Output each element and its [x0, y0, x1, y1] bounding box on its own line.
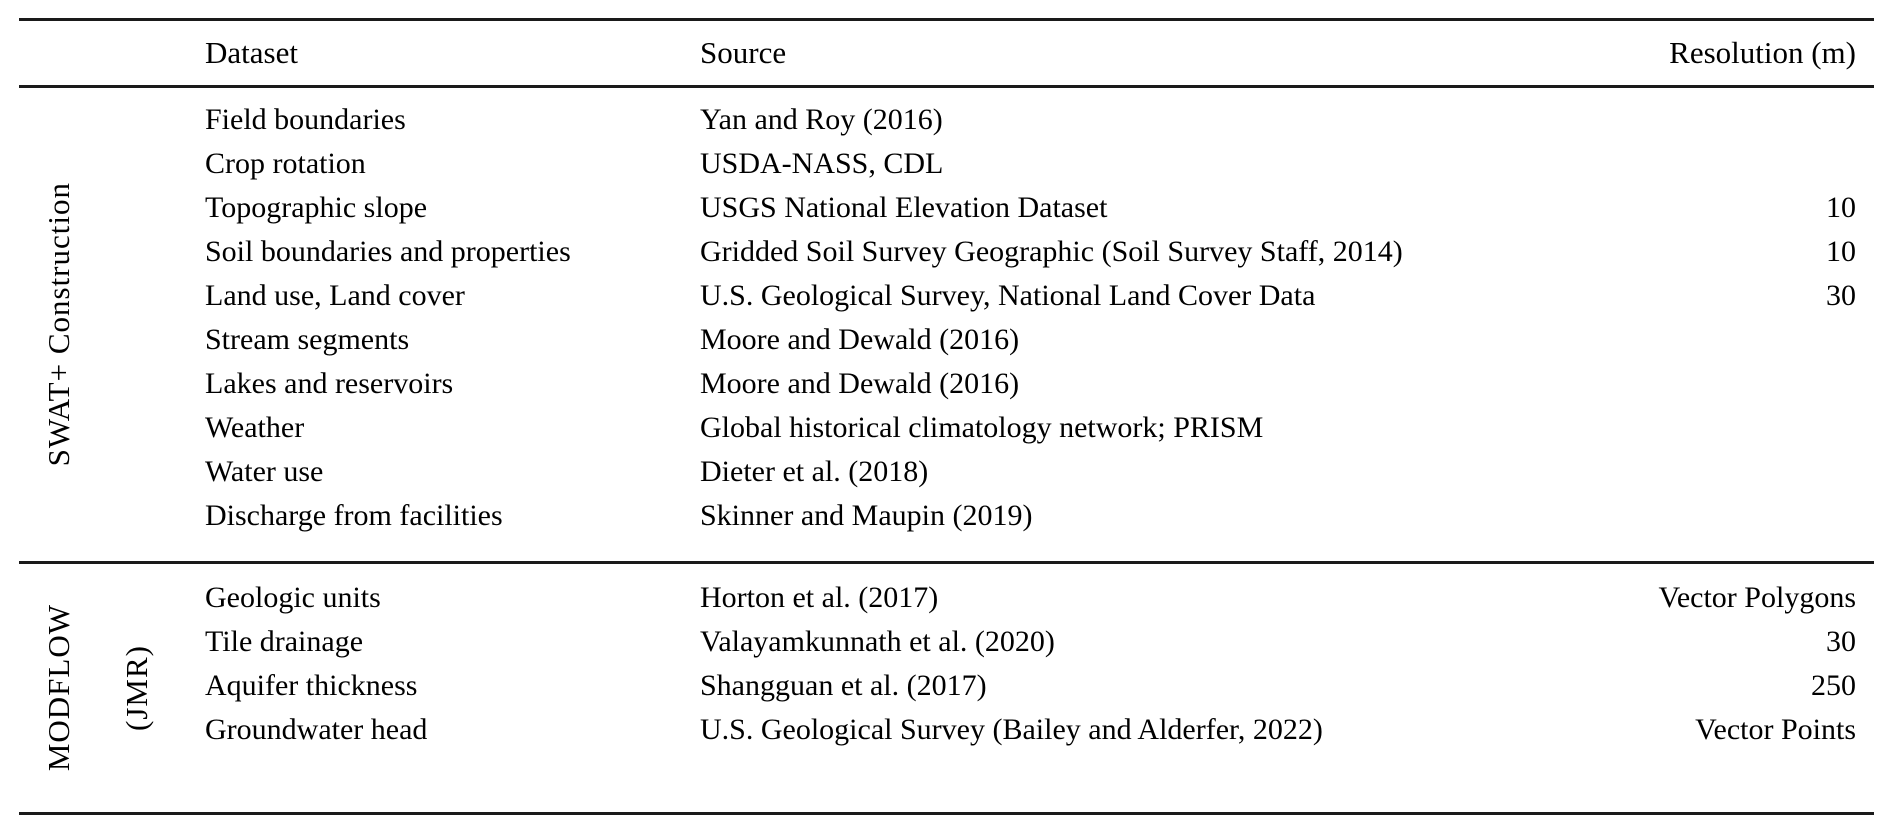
table-row: Stream segments Moore and Dewald (2016)	[19, 318, 1874, 362]
table-rule-section-divider	[19, 561, 1874, 564]
table-row: Topographic slope USGS National Elevatio…	[19, 186, 1874, 230]
cell-resolution: 10	[1826, 235, 1856, 268]
column-header-dataset: Dataset	[205, 35, 298, 70]
cell-source: Global historical climatology network; P…	[700, 411, 1264, 444]
cell-source: Dieter et al. (2018)	[700, 455, 929, 488]
cell-dataset: Tile drainage	[205, 625, 364, 658]
cell-resolution: 250	[1811, 669, 1856, 702]
cell-dataset: Aquifer thickness	[205, 669, 418, 702]
table-rule-top	[19, 18, 1874, 21]
cell-source: Shangguan et al. (2017)	[700, 669, 987, 702]
cell-source: Horton et al. (2017)	[700, 581, 939, 614]
table-row: Weather Global historical climatology ne…	[19, 406, 1874, 450]
cell-source: USDA-NASS, CDL	[700, 147, 944, 180]
table-row: Lakes and reservoirs Moore and Dewald (2…	[19, 362, 1874, 406]
cell-resolution: 30	[1826, 279, 1856, 312]
cell-source: Skinner and Maupin (2019)	[700, 499, 1033, 532]
cell-source: Yan and Roy (2016)	[700, 103, 943, 136]
group-section-swat: SWAT+ Construction Field boundaries Yan …	[19, 88, 1874, 561]
cell-resolution: 30	[1826, 625, 1856, 658]
cell-source: U.S. Geological Survey (Bailey and Alder…	[700, 713, 1323, 746]
cell-dataset: Soil boundaries and properties	[205, 235, 571, 268]
table-row: Geologic units Horton et al. (2017) Vect…	[19, 576, 1874, 620]
cell-dataset: Geologic units	[205, 581, 381, 614]
table-row: Soil boundaries and properties Gridded S…	[19, 230, 1874, 274]
table-row: Aquifer thickness Shangguan et al. (2017…	[19, 664, 1874, 708]
cell-source: Gridded Soil Survey Geographic (Soil Sur…	[700, 235, 1403, 268]
group-section-modflow: MODFLOW (JMR) Geologic units Horton et a…	[19, 564, 1874, 812]
cell-source: Moore and Dewald (2016)	[700, 323, 1020, 356]
cell-resolution: 10	[1826, 191, 1856, 224]
cell-source: U.S. Geological Survey, National Land Co…	[700, 279, 1316, 312]
column-header-resolution: Resolution (m)	[1669, 35, 1856, 70]
table-rule-bottom	[19, 812, 1874, 815]
cell-dataset: Topographic slope	[205, 191, 428, 224]
cell-dataset: Water use	[205, 455, 324, 488]
table-row: Groundwater head U.S. Geological Survey …	[19, 708, 1874, 752]
datasets-table: Dataset Source Resolution (m) SWAT+ Cons…	[19, 18, 1874, 815]
cell-resolution: Vector Points	[1695, 713, 1856, 746]
table-header-row: Dataset Source Resolution (m)	[19, 21, 1874, 85]
cell-dataset: Stream segments	[205, 323, 410, 356]
cell-dataset: Groundwater head	[205, 713, 428, 746]
table-row: Crop rotation USDA-NASS, CDL	[19, 142, 1874, 186]
table-row: Discharge from facilities Skinner and Ma…	[19, 494, 1874, 538]
cell-dataset: Field boundaries	[205, 103, 406, 136]
cell-dataset: Crop rotation	[205, 147, 366, 180]
column-header-source: Source	[700, 35, 787, 70]
cell-dataset: Discharge from facilities	[205, 499, 503, 532]
table-row: Water use Dieter et al. (2018)	[19, 450, 1874, 494]
cell-source: Valayamkunnath et al. (2020)	[700, 625, 1055, 658]
cell-source: USGS National Elevation Dataset	[700, 191, 1108, 224]
table-row: Land use, Land cover U.S. Geological Sur…	[19, 274, 1874, 318]
table-row: Tile drainage Valayamkunnath et al. (202…	[19, 620, 1874, 664]
cell-dataset: Lakes and reservoirs	[205, 367, 454, 400]
table-row: Field boundaries Yan and Roy (2016)	[19, 98, 1874, 142]
cell-dataset: Weather	[205, 411, 305, 444]
table-rule-below-header	[19, 85, 1874, 88]
cell-dataset: Land use, Land cover	[205, 279, 465, 312]
cell-resolution: Vector Polygons	[1658, 581, 1857, 614]
cell-source: Moore and Dewald (2016)	[700, 367, 1020, 400]
